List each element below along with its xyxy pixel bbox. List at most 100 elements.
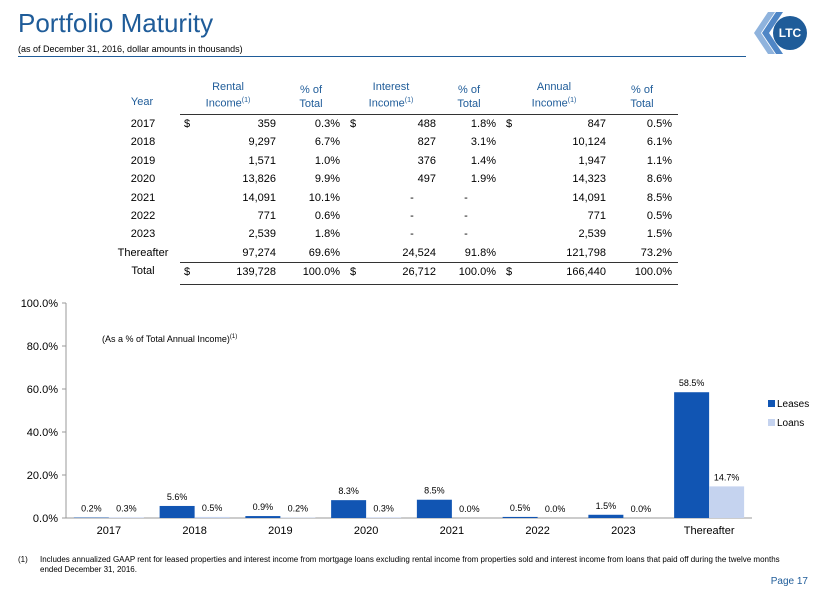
x-tick-label: 2018 bbox=[182, 525, 206, 537]
cell-annual: 1,947 bbox=[578, 154, 606, 167]
cell-interest: 497 bbox=[417, 173, 436, 186]
cell-annual-pct: 0.5% bbox=[646, 210, 672, 223]
page-title: Portfolio Maturity bbox=[18, 8, 214, 38]
cell-rental: 771 bbox=[257, 210, 276, 223]
bar-loans bbox=[194, 516, 230, 518]
cell-rental-pct: 69.6% bbox=[308, 246, 340, 259]
cell-annual-pct: 8.6% bbox=[646, 173, 672, 186]
table-row: 2,539 1.8% - - 2,539 1.5% bbox=[180, 225, 678, 243]
table-row: $359 0.3% $488 1.8% $847 0.5% bbox=[180, 115, 678, 134]
cell-annual-cur bbox=[502, 170, 544, 188]
cell-rental-cur: $ bbox=[180, 262, 222, 282]
row-year-label: Total bbox=[131, 265, 155, 278]
bar-label-loans: 0.0% bbox=[545, 504, 566, 514]
y-tick-label: 80.0% bbox=[27, 341, 58, 353]
logo-chevrons-icon bbox=[754, 12, 783, 54]
bar-leases bbox=[674, 392, 710, 518]
cell-interest-pct: - bbox=[464, 228, 468, 241]
cell-annual-cur bbox=[502, 225, 544, 243]
cell-interest: 24,524 bbox=[402, 246, 436, 259]
row-year-label: 2021 bbox=[130, 191, 156, 204]
cell-interest-cur bbox=[346, 244, 388, 263]
cell-rental: 9,297 bbox=[248, 136, 276, 149]
y-tick-label: 0.0% bbox=[33, 513, 58, 525]
cell-rental-pct: 9.9% bbox=[314, 173, 340, 186]
chart-title: (As a % of Total Annual Income)(1) bbox=[102, 334, 237, 344]
header-interest-income: Interest Income(1) bbox=[368, 81, 414, 110]
bar-label-leases: 1.5% bbox=[596, 501, 617, 511]
cell-rental-cur bbox=[180, 225, 222, 243]
table-row: 14,091 10.1% - - 14,091 8.5% bbox=[180, 189, 678, 207]
cell-annual-cur bbox=[502, 244, 544, 263]
cell-annual-pct: 0.5% bbox=[646, 118, 672, 130]
row-year-label: 2020 bbox=[130, 173, 156, 186]
cell-annual: 166,440 bbox=[544, 262, 606, 282]
cell-interest-cur bbox=[346, 170, 388, 188]
cell-rental-cur bbox=[180, 189, 222, 207]
legend-label-leases: Leases bbox=[777, 399, 809, 410]
table-row: 97,274 69.6% 24,524 91.8% 121,798 73.2% bbox=[180, 244, 678, 263]
bar-label-loans: 14.7% bbox=[714, 472, 740, 482]
y-tick-label: 100.0% bbox=[21, 298, 59, 310]
x-tick-label: 2022 bbox=[525, 525, 549, 537]
cell-rental-pct: 6.7% bbox=[314, 136, 340, 149]
cell-rental-cur: $ bbox=[184, 118, 191, 130]
cell-rental-pct: 0.6% bbox=[314, 210, 340, 223]
cell-annual: 2,539 bbox=[578, 228, 606, 241]
cell-rental: 139,728 bbox=[222, 262, 276, 282]
chart-title-sup: (1) bbox=[230, 334, 237, 340]
cell-interest: - bbox=[410, 210, 414, 223]
footnote: (1) Includes annualized GAAP rent for le… bbox=[18, 555, 780, 575]
cell-annual-cur bbox=[502, 152, 544, 170]
cell-rental-cur bbox=[180, 152, 222, 170]
row-year-label: 2022 bbox=[130, 210, 156, 222]
row-year-label: Thereafter bbox=[117, 246, 169, 259]
header-rental-income: Rental Income(1) bbox=[205, 81, 251, 110]
cell-annual: 14,323 bbox=[572, 173, 606, 186]
bar-loans bbox=[108, 517, 144, 518]
cell-interest-pct: 1.8% bbox=[470, 118, 496, 130]
bar-leases bbox=[159, 505, 195, 518]
cell-interest: - bbox=[410, 228, 414, 241]
cell-rental-cur bbox=[180, 133, 222, 151]
row-year-label: 2023 bbox=[130, 228, 156, 241]
bar-loans bbox=[366, 517, 402, 518]
logo-circle bbox=[773, 16, 807, 50]
x-tick-label: 2021 bbox=[440, 525, 464, 537]
cell-rental-cur bbox=[180, 170, 222, 188]
cell-interest: 827 bbox=[417, 136, 436, 149]
header-interest-pct: % of Total bbox=[457, 84, 481, 110]
y-tick-label: 60.0% bbox=[27, 384, 58, 396]
cell-interest-pct: 1.9% bbox=[470, 173, 496, 186]
cell-interest-cur: $ bbox=[350, 118, 357, 130]
cell-interest: - bbox=[410, 191, 414, 204]
row-year-label: 2017 bbox=[130, 118, 156, 130]
header-annual-income: Annual Income(1) bbox=[531, 81, 577, 110]
cell-interest: 26,712 bbox=[388, 262, 436, 282]
cell-interest-cur: $ bbox=[346, 262, 388, 282]
cell-annual: 121,798 bbox=[566, 246, 606, 259]
header-annual-pct: % of Total bbox=[630, 84, 654, 110]
cell-rental: 1,571 bbox=[248, 154, 276, 167]
table-row: 771 0.6% - - 771 0.5% bbox=[180, 207, 678, 225]
bar-label-leases: 5.6% bbox=[167, 492, 188, 502]
footnote-marker: (1) bbox=[18, 555, 28, 564]
bar-loans bbox=[709, 486, 745, 518]
cell-interest-pct: 91.8% bbox=[464, 246, 496, 259]
cell-annual-pct: 100.0% bbox=[606, 262, 678, 282]
table-header-row: Rental Income(1) % of Total Interest Income… bbox=[180, 77, 678, 115]
table-row: 1,571 1.0% 376 1.4% 1,947 1.1% bbox=[180, 152, 678, 170]
legend-swatch-leases bbox=[768, 400, 775, 407]
bar-label-leases: 58.5% bbox=[679, 378, 705, 388]
header-year: Year bbox=[130, 96, 154, 108]
footnote-text: Includes annualized GAAP rent for leased… bbox=[40, 555, 780, 574]
cell-interest-pct: 3.1% bbox=[470, 136, 496, 149]
cell-interest-cur bbox=[346, 207, 388, 225]
bar-leases bbox=[416, 499, 452, 518]
cell-annual-cur: $ bbox=[502, 262, 544, 282]
legend-swatch-loans bbox=[768, 419, 775, 426]
cell-annual-pct: 1.5% bbox=[646, 228, 672, 241]
title-divider bbox=[18, 56, 746, 57]
bar-leases bbox=[502, 516, 538, 518]
logo-text: LTC bbox=[779, 26, 802, 40]
